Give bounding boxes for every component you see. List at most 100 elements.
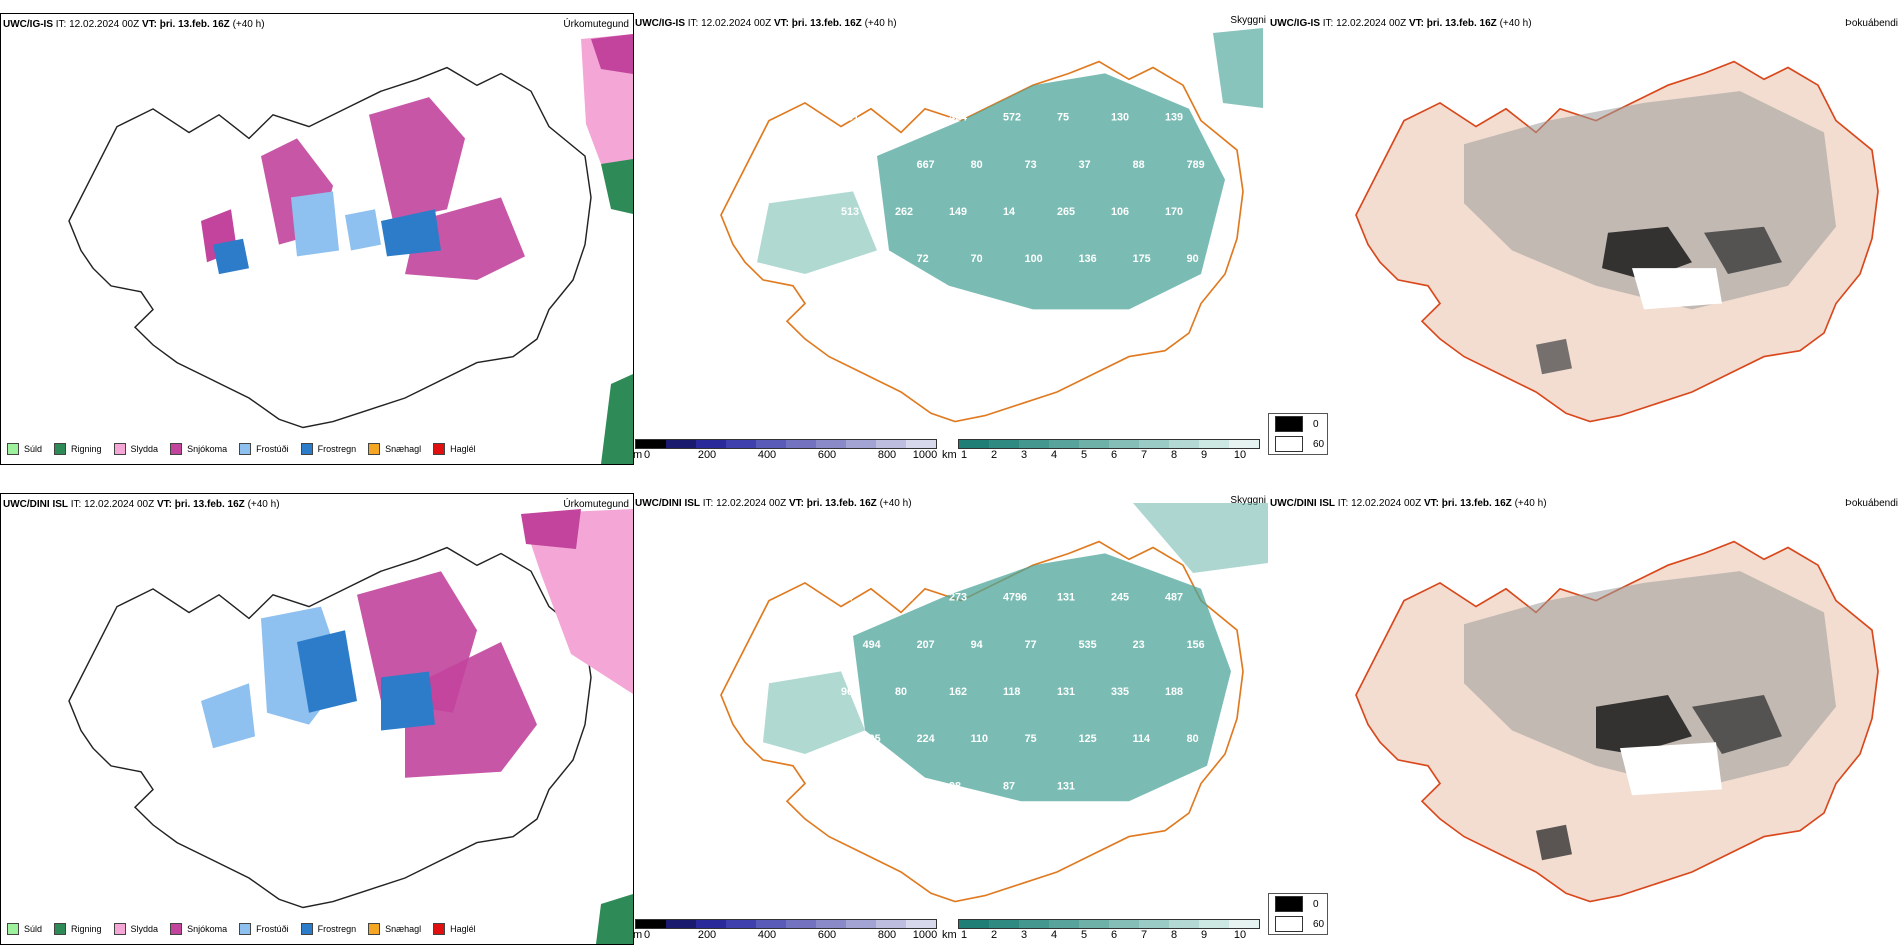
legend-item: Súld	[7, 443, 42, 455]
visibility-value-label: 273	[949, 592, 967, 604]
panel-header: UWC/DINI ISL IT: 12.02.2024 00Z VT: þri.…	[3, 499, 280, 510]
fog-map	[1355, 540, 1879, 903]
visibility-value-label: 136	[1079, 253, 1097, 265]
visibility-value-label: 424	[949, 112, 967, 124]
visibility-value-label: 245	[1111, 592, 1129, 604]
visibility-tick: 5	[1080, 449, 1088, 461]
precip-map	[68, 34, 633, 464]
visibility-value-label: 170	[1165, 206, 1183, 218]
height-tick: 800	[877, 449, 897, 461]
precip-panel-bottom: UWC/DINI ISL IT: 12.02.2024 00Z VT: þri.…	[0, 493, 634, 945]
height-colorbar-strip	[635, 919, 937, 929]
visibility-value-label: 125	[1079, 733, 1097, 745]
panel-header: UWC/DINI ISL IT: 12.02.2024 00Z VT: þri.…	[1270, 498, 1547, 509]
visibility-value-label: 100	[1025, 253, 1043, 265]
visibility-value-label: 224	[917, 733, 935, 745]
height-tick: 400	[757, 449, 777, 461]
visibility-value-label: 513	[841, 206, 859, 218]
visibility-tick: 9	[1200, 449, 1208, 461]
legend-item: Haglél	[433, 443, 476, 455]
visibility-map: 131 13 424 572 75 130 139 13 667 80 73 37 88 789 513 26…	[720, 28, 1263, 423]
legend-item: Rigning	[54, 443, 102, 455]
visibility-value-label: 156	[1187, 639, 1205, 651]
height-tick: 0	[643, 449, 651, 461]
panel-header: UWC/DINI ISL IT: 12.02.2024 00Z VT: þri.…	[635, 498, 912, 509]
visibility-tick: 2	[990, 449, 998, 461]
visibility-value-label: 162	[949, 686, 967, 698]
visibility-colorbar-strip	[958, 439, 1260, 449]
visibility-value-label: 13	[895, 112, 907, 124]
height-unit: m	[633, 449, 643, 461]
visibility-value-label: 495	[863, 733, 881, 745]
visibility-value-label: 80	[895, 686, 907, 698]
visibility-panel-bottom: UWC/DINI ISL IT: 12.02.2024 00Z VT: þri.…	[633, 493, 1268, 943]
legend-item: Súld	[7, 923, 42, 935]
visibility-tick: 4	[1050, 929, 1058, 941]
visibility-value-label: 130	[1111, 112, 1129, 124]
legend-item: Slydda	[113, 443, 158, 455]
visibility-value-label: 88	[1133, 159, 1145, 171]
visibility-tick: 2	[990, 929, 998, 941]
fog-key-item: 0	[1269, 414, 1327, 434]
visibility-value-label: 80	[971, 159, 983, 171]
precip-panel-top: UWC/IG-IS IT: 12.02.2024 00Z VT: þri. 13…	[0, 13, 634, 465]
fog-panel-top: UWC/IG-IS IT: 12.02.2024 00Z VT: þri. 13…	[1268, 13, 1900, 463]
legend-item: Frostregn	[300, 923, 356, 935]
panel-header: UWC/IG-IS IT: 12.02.2024 00Z VT: þri. 13…	[3, 19, 265, 30]
fog-map	[1355, 60, 1879, 423]
visibility-value-label: 73	[1025, 159, 1037, 171]
visibility-value-label: 667	[917, 159, 935, 171]
height-tick: 0	[643, 929, 651, 941]
visibility-value-label: 72	[917, 253, 929, 265]
visibility-value-label: 155	[841, 300, 859, 312]
height-tick: 200	[697, 449, 717, 461]
visibility-tick: 3	[1020, 449, 1028, 461]
visibility-value-label: 108	[863, 253, 881, 265]
height-tick: 800	[877, 929, 897, 941]
visibility-value-label: 132	[895, 592, 913, 604]
visibility-tick: 4	[1050, 449, 1058, 461]
visibility-value-label: 265	[1057, 206, 1075, 218]
visibility-value-label: 96	[841, 686, 853, 698]
visibility-value-label: 335	[1111, 686, 1129, 698]
visibility-tick: 8	[1170, 929, 1178, 941]
visibility-tick: 1	[960, 449, 968, 461]
visibility-tick: 6	[1110, 929, 1118, 941]
visibility-tick: 10	[1233, 449, 1247, 461]
visibility-tick: 5	[1080, 929, 1088, 941]
visibility-value-label: 98	[949, 780, 961, 792]
legend-item: Frostregn	[300, 443, 356, 455]
visibility-unit: km	[942, 449, 957, 461]
legend-item: Snjókoma	[170, 443, 227, 455]
visibility-value-label: 139	[1165, 112, 1183, 124]
visibility-value-label: 248	[895, 780, 913, 792]
visibility-map: 94 132 273 4796 131 245 487 494 207 94 77 535 23 156 9…	[720, 503, 1268, 903]
height-colorbar-strip	[635, 439, 937, 449]
legend-item: Snjókoma	[170, 923, 227, 935]
visibility-tick: 7	[1140, 929, 1148, 941]
visibility-value-label: 131	[1057, 592, 1075, 604]
panel-header: UWC/IG-IS IT: 12.02.2024 00Z VT: þri. 13…	[1270, 18, 1532, 29]
visibility-value-label: 37	[1079, 159, 1091, 171]
visibility-unit: km	[942, 929, 957, 941]
panel-title: Þokuábendi	[1845, 18, 1898, 29]
visibility-value-label: 572	[1003, 112, 1021, 124]
visibility-value-label: 70	[971, 253, 983, 265]
visibility-value-label: 77	[1025, 639, 1037, 651]
visibility-value-label: 262	[895, 206, 913, 218]
visibility-value-label: 75	[1025, 733, 1037, 745]
visibility-value-label: 75	[1057, 112, 1069, 124]
visibility-value-label: 188	[1165, 686, 1183, 698]
visibility-value-label: 789	[1187, 159, 1205, 171]
panel-title: Skyggni	[1230, 495, 1266, 506]
precip-legend: Súld Rigning Slydda Snjókoma Frostúði Fr…	[3, 438, 492, 460]
visibility-value-label: 14	[1003, 206, 1015, 218]
height-tick: 1000	[912, 929, 938, 941]
height-tick: 1000	[912, 449, 938, 461]
visibility-tick: 3	[1020, 929, 1028, 941]
visibility-panel-top: UWC/IG-IS IT: 12.02.2024 00Z VT: þri. 13…	[633, 13, 1268, 463]
visibility-value-label: 114	[1133, 733, 1150, 745]
legend-item: Haglél	[433, 923, 476, 935]
fog-key-item: 60	[1269, 914, 1327, 934]
visibility-value-label: 494	[863, 639, 881, 651]
